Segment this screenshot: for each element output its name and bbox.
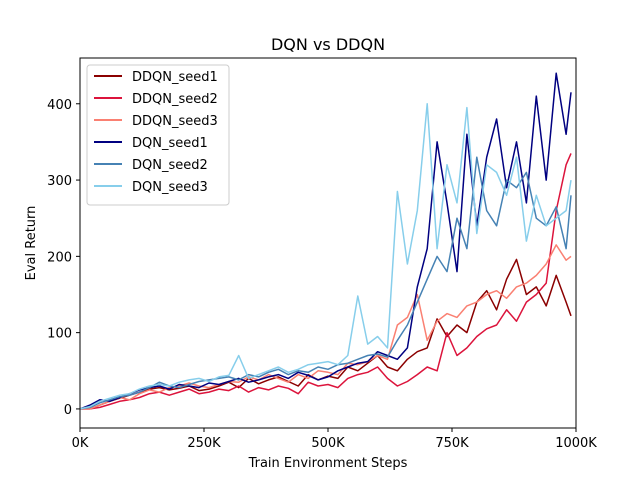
x-tick-label: 500K — [311, 436, 345, 451]
legend-label: DQN_seed3 — [132, 180, 208, 195]
x-axis-label: Train Environment Steps — [248, 456, 408, 471]
legend-label: DDQN_seed3 — [132, 114, 218, 129]
x-axis: 0K 250K 500K 750K 1000K — [72, 428, 597, 451]
legend-label: DDQN_seed1 — [132, 70, 218, 85]
series-line-dqn-seed3 — [79, 103, 572, 410]
y-tick-label: 400 — [47, 98, 72, 113]
y-axis: 0 100 200 300 400 — [47, 98, 80, 418]
y-tick-label: 100 — [47, 327, 72, 342]
y-tick-label: 200 — [47, 250, 72, 265]
x-tick-label: 250K — [187, 436, 221, 451]
x-tick-label: 0K — [72, 436, 89, 451]
series-lines — [79, 72, 572, 410]
legend-label: DQN_seed1 — [132, 136, 208, 151]
legend-label: DQN_seed2 — [132, 158, 208, 173]
legend-label: DDQN_seed2 — [132, 92, 218, 107]
series-line-ddqn-seed2 — [80, 153, 572, 410]
series-line-dqn-seed2 — [79, 156, 572, 410]
legend-box — [86, 64, 230, 206]
y-tick-label: 300 — [47, 174, 72, 189]
y-tick-label: 0 — [64, 403, 72, 418]
chart-title: DQN vs DDQN — [271, 35, 385, 54]
y-axis-label: Eval Return — [24, 206, 39, 281]
legend: DDQN_seed1 DDQN_seed2 DDQN_seed3 DQN_seed1 D… — [86, 64, 230, 206]
series-line-dqn-seed1 — [79, 72, 572, 410]
x-tick-label: 750K — [435, 436, 469, 451]
series-line-ddqn-seed3 — [80, 244, 572, 410]
x-tick-label: 1000K — [555, 436, 597, 451]
